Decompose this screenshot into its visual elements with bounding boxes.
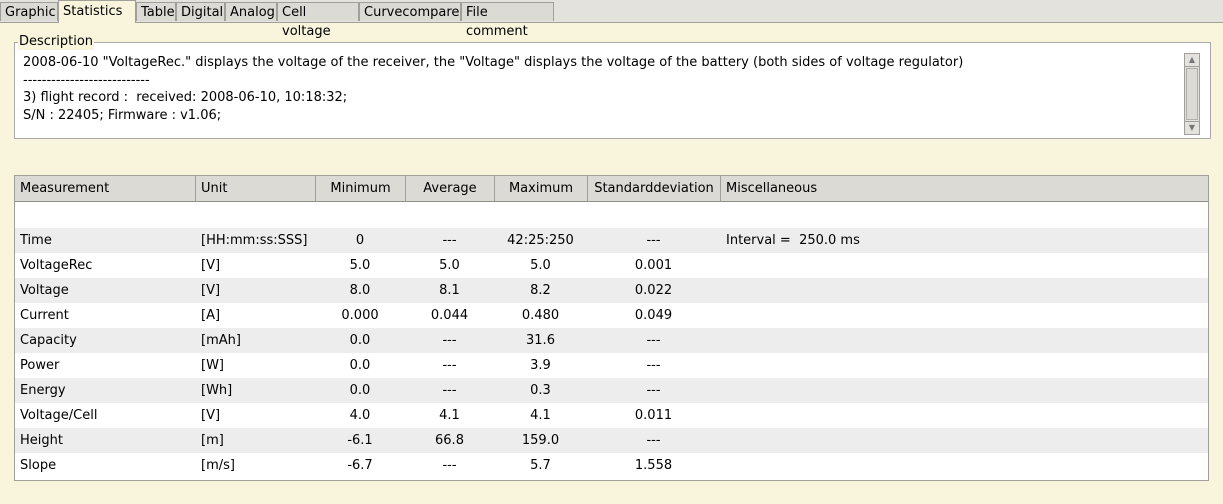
table-cell: 0.0: [349, 333, 371, 348]
description-line: ---------------------------: [23, 72, 150, 88]
table-cell: Current: [20, 308, 69, 323]
table-cell: 0.044: [430, 308, 469, 323]
table-row: Slope [m/s] -6.7 --- 5.7 1.558: [15, 453, 1208, 478]
table-row: Voltage [V] 8.0 8.1 8.2 0.022: [15, 278, 1208, 303]
table-cell: 0.0: [349, 358, 371, 373]
table-cell: [V]: [201, 283, 221, 298]
table-cell: 8.1: [439, 283, 460, 298]
table-cell: Height: [20, 433, 63, 448]
table-cell: ---: [646, 358, 661, 373]
column-header[interactable]: Measurement: [15, 176, 196, 202]
table-cell: [m]: [201, 433, 224, 448]
tab[interactable]: Graphic: [0, 2, 58, 21]
table-row: Height [m] -6.1 66.8 159.0 ---: [15, 428, 1208, 453]
tab[interactable]: Cell voltage: [277, 2, 359, 39]
table-cell: 0: [355, 233, 365, 248]
tab[interactable]: Table: [136, 2, 176, 21]
table-cell: 66.8: [435, 433, 464, 448]
table-cell: ---: [442, 233, 457, 248]
table-row: VoltageRec [V] 5.0 5.0 5.0 0.001: [15, 253, 1208, 278]
table-cell: [V]: [201, 408, 221, 423]
table-cell: Voltage: [20, 283, 69, 298]
scrollbar[interactable]: ▲ ▼: [1184, 53, 1200, 135]
description-box: ▲ ▼: [14, 42, 1211, 139]
table-row: Energy [Wh] 0.0 --- 0.3 ---: [15, 378, 1208, 403]
table-cell: 42:25:250: [507, 233, 574, 248]
table-cell: [V]: [201, 258, 221, 273]
table-cell: [W]: [201, 358, 224, 373]
column-header[interactable]: Average: [406, 176, 495, 202]
tab[interactable]: Digital: [176, 2, 225, 21]
description-line: S/N : 22405; Firmware : v1.06;: [23, 107, 222, 123]
table-cell: ---: [646, 233, 661, 248]
table-cell: 8.2: [530, 283, 551, 298]
table-cell: [A]: [201, 308, 221, 323]
table-row: Capacity [mAh] 0.0 --- 31.6 ---: [15, 328, 1208, 353]
column-header[interactable]: Maximum: [495, 176, 588, 202]
column-header[interactable]: Unit: [196, 176, 316, 202]
table-cell: [mAh]: [201, 333, 241, 348]
tab-bar: Graphic Statistics Table Digital Analog Cell …: [0, 0, 1223, 39]
table-cell: 0.001: [634, 258, 673, 273]
table-row: Power [W] 0.0 --- 3.9 ---: [15, 353, 1208, 378]
table-cell: ---: [646, 433, 661, 448]
table-cell: 0.049: [634, 308, 673, 323]
table-cell: 0.480: [521, 308, 560, 323]
table-cell: [m/s]: [201, 458, 235, 473]
table-cell: 0.000: [341, 308, 379, 323]
table-cell: 159.0: [521, 433, 560, 448]
table-cell: 0.011: [634, 408, 673, 423]
table-cell: 8.0: [349, 283, 371, 298]
table-cell: ---: [442, 458, 457, 473]
table-cell: 5.7: [530, 458, 551, 473]
table-cell: 5.0: [439, 258, 460, 273]
table-cell: 4.1: [439, 408, 460, 423]
table-row: Voltage/Cell [V] 4.0 4.1 4.1 0.011: [15, 403, 1208, 428]
table-cell: -6.7: [347, 458, 373, 473]
tab[interactable]: File comment: [461, 2, 554, 39]
table-cell: Time: [20, 233, 52, 248]
table-row: Current [A] 0.000 0.044 0.480 0.049: [15, 303, 1208, 328]
tab[interactable]: Curvecompare: [359, 2, 461, 21]
table-cell: ---: [646, 333, 661, 348]
table-cell: 0.0: [349, 383, 371, 398]
description-line: 3) flight record : received: 2008-06-10,…: [23, 90, 348, 105]
table-cell: 3.9: [530, 358, 551, 373]
table-cell: 0.3: [530, 383, 551, 398]
table-cell: 0.022: [634, 283, 673, 298]
column-header[interactable]: Standarddeviation: [588, 176, 721, 202]
column-header[interactable]: Miscellaneous: [721, 176, 1209, 202]
table-cell: Power: [20, 358, 60, 373]
table-cell: 5.0: [530, 258, 551, 273]
description-label: Description: [18, 34, 95, 50]
table-cell: VoltageRec: [20, 258, 93, 273]
tab[interactable]: Analog: [225, 2, 277, 21]
table-cell: Interval = 250.0 ms: [726, 233, 860, 248]
column-header[interactable]: Minimum: [316, 176, 406, 202]
table-cell: Capacity: [20, 333, 77, 348]
table-row: Time [HH:mm:ss:SSS] 0 --- 42:25:250 --- Interv…: [15, 228, 1208, 253]
table-cell: -6.1: [347, 433, 373, 448]
table-cell: ---: [442, 383, 457, 398]
description-line: 2008-06-10 "VoltageRec." displays the vo…: [23, 55, 964, 70]
table-cell: 4.1: [530, 408, 551, 423]
table-cell: Voltage/Cell: [20, 408, 98, 423]
table-cell: 5.0: [349, 258, 371, 273]
tab[interactable]: Statistics: [58, 0, 136, 23]
table-cell: 1.558: [634, 458, 673, 473]
table-cell: [HH:mm:ss:SSS]: [201, 233, 308, 248]
table-cell: ---: [442, 358, 457, 373]
table-cell: ---: [442, 333, 457, 348]
table-cell: 31.6: [526, 333, 555, 348]
table-cell: Slope: [20, 458, 57, 473]
table-cell: 4.0: [349, 408, 371, 423]
table-cell: Energy: [20, 383, 66, 398]
table-cell: ---: [646, 383, 661, 398]
table-cell: [Wh]: [201, 383, 233, 398]
